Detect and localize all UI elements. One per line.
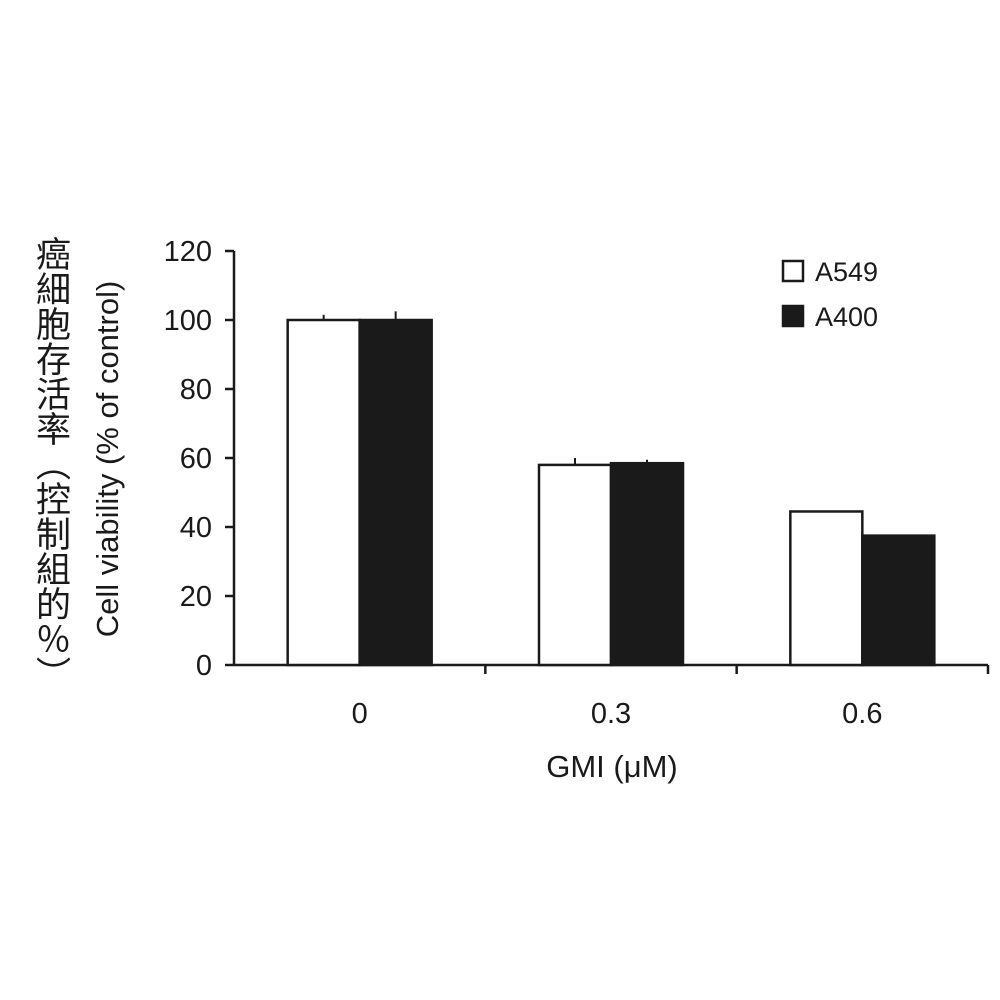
y-axis-label: Cell viability (% of control) <box>90 281 125 638</box>
legend: A549 A400 <box>781 257 878 332</box>
legend-label-a549: A549 <box>815 257 878 287</box>
bar-a549 <box>789 510 864 667</box>
bar-a400 <box>609 461 685 667</box>
x-axis: 0 0.3 0.6 <box>234 663 990 730</box>
y-axis: 0 20 40 60 80 100 120 <box>164 236 236 682</box>
y-tick-label: 100 <box>164 305 212 337</box>
x-tick-label: 0.3 <box>591 698 631 730</box>
y-tick-label: 120 <box>164 236 212 268</box>
legend-swatch-a549 <box>781 259 805 283</box>
x-axis-label: GMI (μM) <box>546 749 678 784</box>
x-tick-label: 0.6 <box>842 698 882 730</box>
legend-label-a400: A400 <box>815 302 878 332</box>
y-tick-label: 60 <box>180 443 212 475</box>
x-tick-label: 0 <box>352 698 368 730</box>
bar-a400 <box>358 318 433 667</box>
y-tick-label: 80 <box>180 374 212 406</box>
y-tick-label: 20 <box>180 581 212 613</box>
bar-a549 <box>537 463 613 667</box>
y-tick-label: 40 <box>180 512 212 544</box>
legend-swatch-a400 <box>781 304 805 328</box>
y-axis-label-chinese: 癌細胞存活率（控制組的％） <box>30 236 70 691</box>
bar-a400 <box>861 534 936 667</box>
error-bars <box>322 311 648 465</box>
bar-a549 <box>286 318 361 667</box>
bars <box>286 318 936 667</box>
y-tick-label: 0 <box>196 650 212 682</box>
